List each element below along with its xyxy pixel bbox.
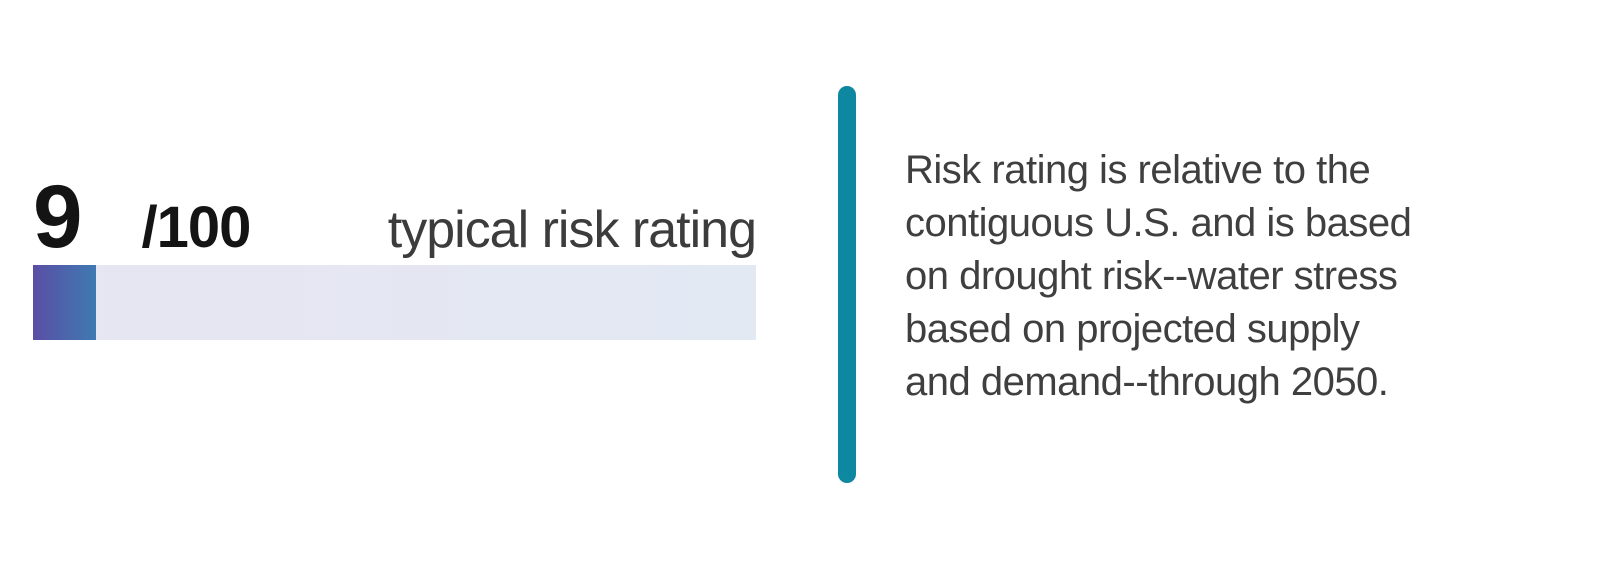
risk-description-line: on drought risk--water stress — [905, 254, 1398, 298]
risk-description-line: contiguous U.S. and is based — [905, 201, 1412, 245]
risk-description: Risk rating is relative to the contiguou… — [905, 144, 1412, 409]
risk-description-line: based on projected supply — [905, 307, 1360, 351]
score-denominator: /100 — [141, 195, 252, 260]
risk-description-line: and demand--through 2050. — [905, 360, 1389, 404]
risk-description-line: Risk rating is relative to the — [905, 148, 1371, 192]
progress-fill — [33, 265, 96, 340]
score-value: 9 — [33, 166, 82, 266]
score-row: 9 /100 typical risk rating — [33, 166, 757, 266]
progress-bar-track — [33, 265, 756, 340]
score-label: typical risk rating — [387, 201, 757, 259]
vertical-divider — [838, 86, 856, 483]
